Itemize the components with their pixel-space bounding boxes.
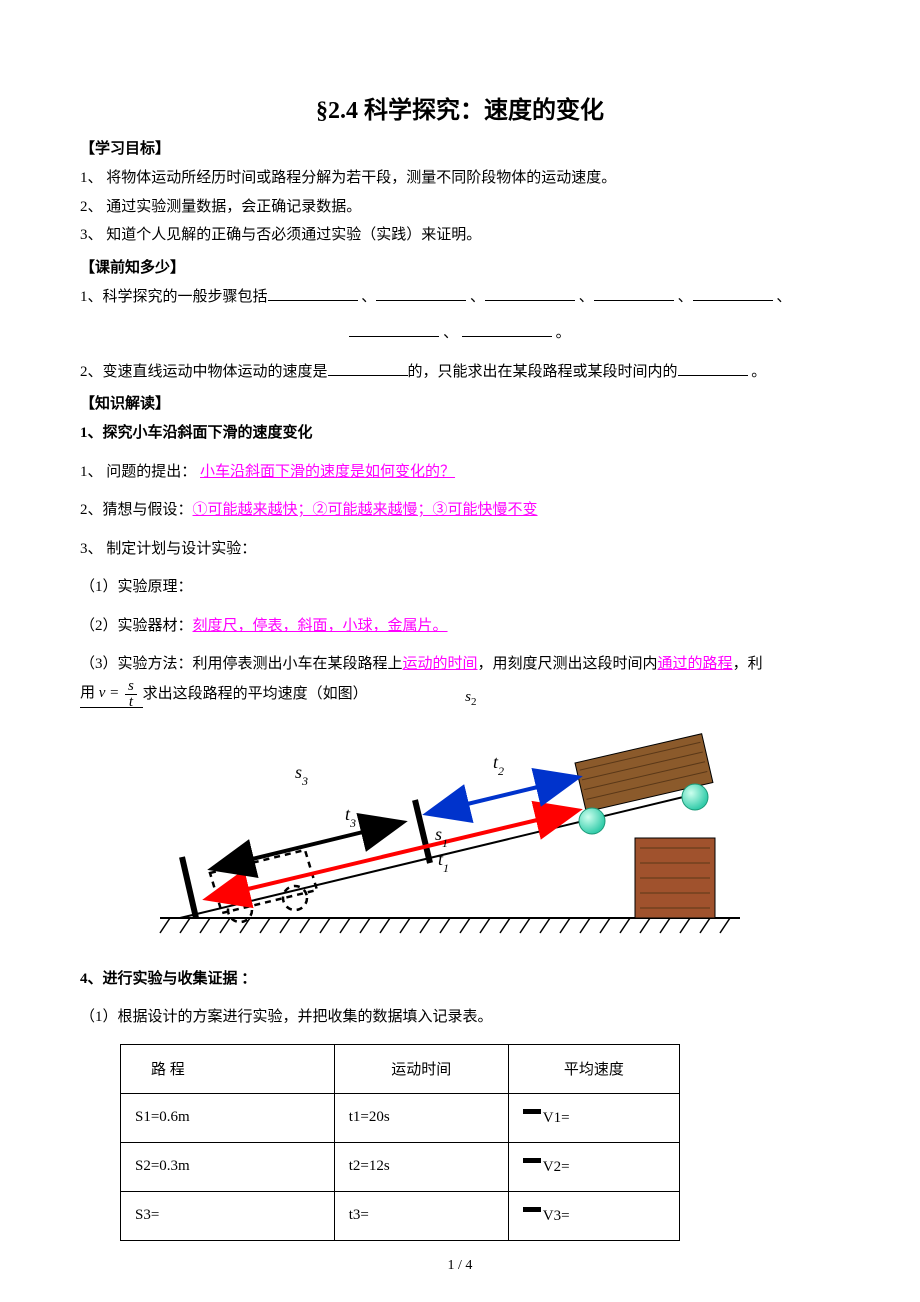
page-title: §2.4 科学探究：速度的变化: [80, 90, 840, 125]
objective-3: 3、 知道个人见解的正确与否必须通过实验（实践）来证明。: [80, 221, 840, 250]
preknow-1-prefix: 1、科学探究的一般步骤包括: [80, 289, 268, 305]
table-row: S3= t3= V3=: [121, 1191, 680, 1240]
cell: V1=: [508, 1093, 679, 1142]
cell: S1=0.6m: [121, 1093, 335, 1142]
interp-1: 1、探究小车沿斜面下滑的速度变化: [80, 419, 840, 448]
blank: [349, 321, 439, 337]
cell: V3=: [508, 1191, 679, 1240]
blank: [594, 285, 674, 301]
formula: v = st: [99, 685, 143, 701]
blank: [268, 285, 358, 301]
s2-label-inline: s2: [465, 689, 476, 705]
interpret-head: 【知识解读】: [80, 392, 840, 413]
objective-1: 1、 将物体运动所经历时间或路程分解为若干段，测量不同阶段物体的运动速度。: [80, 164, 840, 193]
q3-3: （3）实验方法：利用停表测出小车在某段路程上运动的时间，用刻度尺测出这段时间内通…: [80, 650, 840, 679]
objective-2: 2、 通过实验测量数据，会正确记录数据。: [80, 193, 840, 222]
cell: S2=0.3m: [121, 1142, 335, 1191]
q3-1: （1）实验原理：: [80, 573, 840, 602]
th-distance: 路 程: [121, 1044, 335, 1093]
q3-3-e: ，利: [733, 656, 763, 672]
cell: t1=20s: [334, 1093, 508, 1142]
blank: [678, 360, 748, 376]
q3-2-label: （2）实验器材：: [80, 618, 193, 634]
cell: S3=: [121, 1191, 335, 1240]
table-row: S1=0.6m t1=20s V1=: [121, 1093, 680, 1142]
blank: [462, 321, 552, 337]
table-row: S2=0.3m t2=12s V2=: [121, 1142, 680, 1191]
q3-3-line2-suffix: 求出这段路程的平均速度（如图）: [143, 685, 368, 701]
preknow-2-mid: 的，只能求出在某段路程或某段时间内的: [408, 364, 678, 380]
cell: t3=: [334, 1191, 508, 1240]
objectives-head: 【学习目标】: [80, 137, 840, 158]
svg-text:t2: t2: [493, 752, 504, 778]
th-speed: 平均速度: [508, 1044, 679, 1093]
table-row: 路 程 运动时间 平均速度: [121, 1044, 680, 1093]
cell: V2=: [508, 1142, 679, 1191]
q2-label: 2、猜想与假设：: [80, 502, 193, 518]
q3-3-c: ，用刻度尺测出这段时间内: [478, 656, 658, 672]
q3-3-b: 运动的时间: [403, 656, 478, 672]
question-1: 1、 问题的提出： 小车沿斜面下滑的速度是如何变化的？: [80, 458, 840, 487]
q1-text: 小车沿斜面下滑的速度是如何变化的？: [200, 464, 455, 480]
ramp-svg: s3 t3 s1 t1 t2: [120, 718, 760, 948]
question-3: 3、 制定计划与设计实验：: [80, 535, 840, 564]
q4-1: （1）根据设计的方案进行实验，并把收集的数据填入记录表。: [80, 1003, 840, 1032]
page-footer: 1 / 4: [0, 1258, 920, 1274]
blank: [328, 360, 408, 376]
q3-2: （2）实验器材：刻度尺，停表，斜面，小球，金属片。: [80, 612, 840, 641]
blank: [693, 285, 773, 301]
q3-3-line2-prefix: 用: [80, 685, 95, 701]
svg-text:t3: t3: [345, 804, 356, 830]
ramp-diagram: s3 t3 s1 t1 t2: [120, 718, 760, 953]
preknow-2: 2、变速直线运动中物体运动的速度是 的，只能求出在某段路程或某段时间内的 。: [80, 358, 840, 387]
q3-3-line2: 用 v = st 求出这段路程的平均速度（如图） s2: [80, 679, 840, 710]
preknow-2-end: 。: [748, 364, 767, 380]
th-time: 运动时间: [334, 1044, 508, 1093]
blank: [376, 285, 466, 301]
question-2: 2、猜想与假设：①可能越来越快；②可能越来越慢；③可能快慢不变: [80, 496, 840, 525]
svg-text:s1: s1: [435, 824, 448, 850]
q3-3-d: 通过的路程: [658, 656, 733, 672]
q4-head: 4、进行实验与收集证据 ：: [80, 965, 840, 994]
blank: [485, 285, 575, 301]
preknow-head: 【课前知多少】: [80, 256, 840, 277]
q1-label: 1、 问题的提出：: [80, 464, 196, 480]
preknow-1-line2: 、 。: [80, 311, 840, 348]
preknow-1: 1、科学探究的一般步骤包括 、 、 、 、 、: [80, 283, 840, 312]
preknow-2-prefix: 2、变速直线运动中物体运动的速度是: [80, 364, 328, 380]
q2-text: ①可能越来越快；②可能越来越慢；③可能快慢不变: [193, 502, 538, 518]
q3-3-a: （3）实验方法：利用停表测出小车在某段路程上: [80, 656, 403, 672]
q3-2-text: 刻度尺，停表，斜面，小球，金属片。: [193, 618, 448, 634]
cell: t2=12s: [334, 1142, 508, 1191]
svg-text:s3: s3: [295, 762, 308, 788]
data-table: 路 程 运动时间 平均速度 S1=0.6m t1=20s V1= S2=0.3m…: [120, 1044, 680, 1241]
